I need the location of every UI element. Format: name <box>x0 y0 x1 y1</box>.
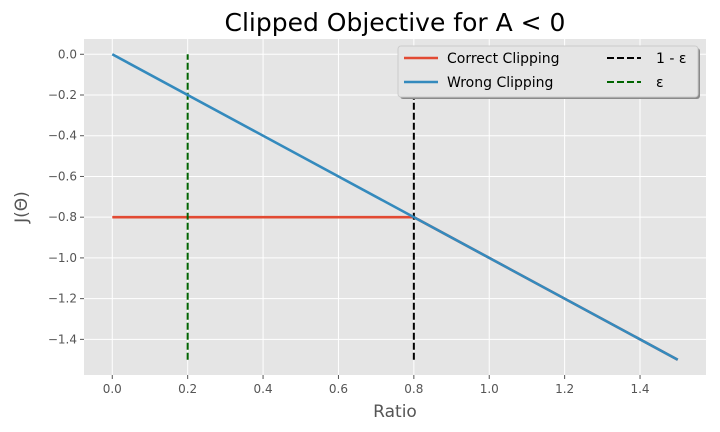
y-tick-label: −0.6 <box>48 169 77 183</box>
legend-label: Correct Clipping <box>447 51 560 67</box>
x-tick-label: 1.4 <box>630 382 649 396</box>
x-tick-label: 0.0 <box>103 382 122 396</box>
x-tick-label: 0.4 <box>254 382 273 396</box>
legend-label: 1 - ε <box>656 51 686 67</box>
x-axis-title: Ratio <box>373 402 417 422</box>
series-layer <box>111 53 679 361</box>
legend-label: ε <box>656 75 664 91</box>
x-tick-label: 0.6 <box>329 382 348 396</box>
y-tick-label: −1.4 <box>48 332 77 346</box>
x-tick-label: 1.0 <box>480 382 499 396</box>
y-tick-label: −0.4 <box>48 129 77 143</box>
x-tick-label: 1.2 <box>555 382 574 396</box>
y-axis-title: J(Θ) <box>12 191 32 224</box>
series-line-1 <box>111 53 679 361</box>
x-tick-label: 0.8 <box>404 382 423 396</box>
ticks: 0.0 0.2 0.4 0.6 0.8 1.0 1.2 1.4 0.0 −0.2 −0.4 −0.6 −… <box>48 47 650 396</box>
y-tick-label: −0.8 <box>48 210 77 224</box>
x-tick-label: 0.2 <box>178 382 197 396</box>
y-tick-label: −1.0 <box>48 251 77 265</box>
y-tick-label: −0.2 <box>48 88 77 102</box>
y-tick-label: −1.2 <box>48 292 77 306</box>
legend-label: Wrong Clipping <box>447 75 553 91</box>
legend: Correct Clipping Wrong Clipping 1 - ε ε <box>397 45 700 99</box>
y-tick-label: 0.0 <box>58 47 77 61</box>
chart-title: Clipped Objective for A < 0 <box>225 8 566 37</box>
